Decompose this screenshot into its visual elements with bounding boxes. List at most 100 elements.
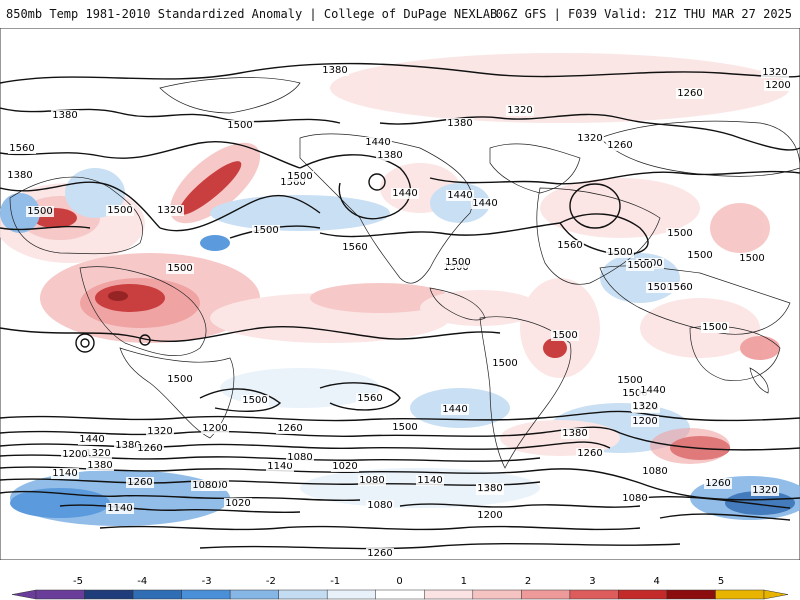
contour-label-text: 1500	[253, 225, 278, 236]
contour-label-text: 1500	[242, 395, 267, 406]
colorbar-segment	[278, 589, 328, 600]
contour-label: 1320	[156, 205, 184, 216]
contour-labels: 1380 132012601200132013801380132015601440…	[6, 65, 792, 559]
contour-label: 1500	[701, 322, 729, 333]
contour-label: 1440	[78, 434, 106, 445]
contour-label: 1500	[166, 374, 194, 385]
contour-label-text: 1140	[107, 503, 132, 514]
contour-label-text: 1500	[167, 263, 192, 274]
contour-label: 1560	[279, 177, 307, 188]
contour-label: 1500	[491, 358, 519, 369]
contour-label: 1440	[441, 404, 469, 415]
contour-label: 1080	[286, 452, 314, 463]
contour-label: 1500	[26, 206, 54, 217]
map-title: 850mb Temp 1981-2010 Standardized Anomal…	[6, 7, 498, 21]
contour-label-text: 1140	[267, 461, 292, 472]
contour-label-text: 1260	[127, 477, 152, 488]
contour-label: 1500	[226, 120, 254, 131]
contour-label: 1500	[606, 247, 634, 258]
contour-label: 1560	[341, 242, 369, 253]
contour-label-text: 1260	[367, 548, 392, 559]
contour-label-text: 1500	[702, 322, 727, 333]
colorbar-tick-label: -1	[330, 576, 340, 587]
colorbar-segment	[472, 589, 522, 600]
contour-label-text: 1260	[607, 140, 632, 151]
contour-label: 1500	[166, 263, 194, 274]
colorbar-tick-label: -3	[202, 576, 212, 587]
contour-label: 1500	[626, 260, 654, 271]
contour-label-text: 1380	[377, 150, 402, 161]
contour-label-text: 1560	[280, 177, 305, 188]
colorbar-tick-label: 1	[461, 576, 467, 587]
colorbar-segment	[569, 589, 619, 600]
contour-label: 1020	[331, 461, 359, 472]
header-bar: 850mb Temp 1981-2010 Standardized Anomal…	[0, 0, 800, 28]
contour-label-text: 1320	[762, 67, 787, 78]
contour-label-text: 1500	[687, 250, 712, 261]
contour-label: 1500	[646, 282, 674, 293]
colorbar-segment	[326, 589, 376, 600]
contour-label: 1320	[506, 105, 534, 116]
contour-label: 1500	[616, 375, 644, 386]
colorbar-tick-label: -2	[266, 576, 276, 587]
contour-label: 1140	[106, 503, 134, 514]
contour-label-text: 1380	[87, 460, 112, 471]
contour-label: 1500	[252, 225, 280, 236]
contour-label: 1500	[686, 250, 714, 261]
contour-label-text: 1440	[79, 434, 104, 445]
contour-label-text: 1320	[85, 448, 110, 459]
closed-lows	[75, 173, 621, 353]
contour-label: 1080	[358, 475, 386, 486]
contour-label-text: 1500	[227, 120, 252, 131]
contour-label-text: 1440	[472, 198, 497, 209]
colorbar-tick-label: 2	[525, 576, 531, 587]
contour-label: 1260	[606, 140, 634, 151]
contour-label-text: 1380	[115, 440, 140, 451]
contour-label-text: 1500	[27, 206, 52, 217]
contour-label-text: 1200	[202, 423, 227, 434]
colorbar-segment	[666, 589, 716, 600]
contour-label: 1380	[51, 110, 79, 121]
contour-label-text: 1080	[359, 475, 384, 486]
contour-label-text: 1320	[147, 426, 172, 437]
contour-label-text: 1080	[622, 493, 647, 504]
colorbar-segment	[715, 589, 765, 600]
colorbar-segment	[424, 589, 474, 600]
contour-label-text: 1080	[367, 500, 392, 511]
contour-label: 1560	[666, 282, 694, 293]
contour-label-text: 1320	[752, 485, 777, 496]
anomaly-colorbar: -5 -4 -3 -2 -1 0 1 2 3 4 5	[11, 576, 789, 600]
contour-label: 1500	[738, 253, 766, 264]
colorbar-tick-label: 5	[718, 576, 724, 587]
contour-label-text: 1560	[667, 282, 692, 293]
contour-label: 1080	[621, 493, 649, 504]
contour-label: 1260	[576, 448, 604, 459]
contour-label: 1440	[471, 198, 499, 209]
contour-label-text: 1560	[357, 393, 382, 404]
contour-label-text: 1560	[557, 240, 582, 251]
colorbar-segment	[181, 589, 231, 600]
contour-label: 1500	[666, 228, 694, 239]
contour-label-text: 1200	[477, 510, 502, 521]
contour-label: 1200	[476, 510, 504, 521]
contour-label: 1500	[286, 171, 314, 182]
contour-label-text: 1200	[632, 416, 657, 427]
contour-label: 1500	[621, 388, 649, 399]
contour-label: 1560	[8, 143, 36, 154]
contour-label: 1320	[761, 67, 789, 78]
contour-label: 1020	[224, 498, 252, 509]
contour-label-text: 1380	[52, 110, 77, 121]
arrow-left-icon	[11, 589, 37, 600]
colorbar-segment	[132, 589, 182, 600]
contour-label-text: 1020	[225, 498, 250, 509]
contour-label-text: 1500	[667, 228, 692, 239]
contour-label: 1380	[561, 428, 589, 439]
contour-label: 1380	[114, 440, 142, 451]
contour-label-text: 1440	[392, 188, 417, 199]
contour-label-text: 1260	[677, 88, 702, 99]
contour-label: 1440	[391, 188, 419, 199]
contour-label-text: 1500	[607, 247, 632, 258]
contour-label: 1320	[631, 401, 659, 412]
contour-label-text: 1500	[445, 257, 470, 268]
colorbar-tick-label: -5	[73, 576, 83, 587]
